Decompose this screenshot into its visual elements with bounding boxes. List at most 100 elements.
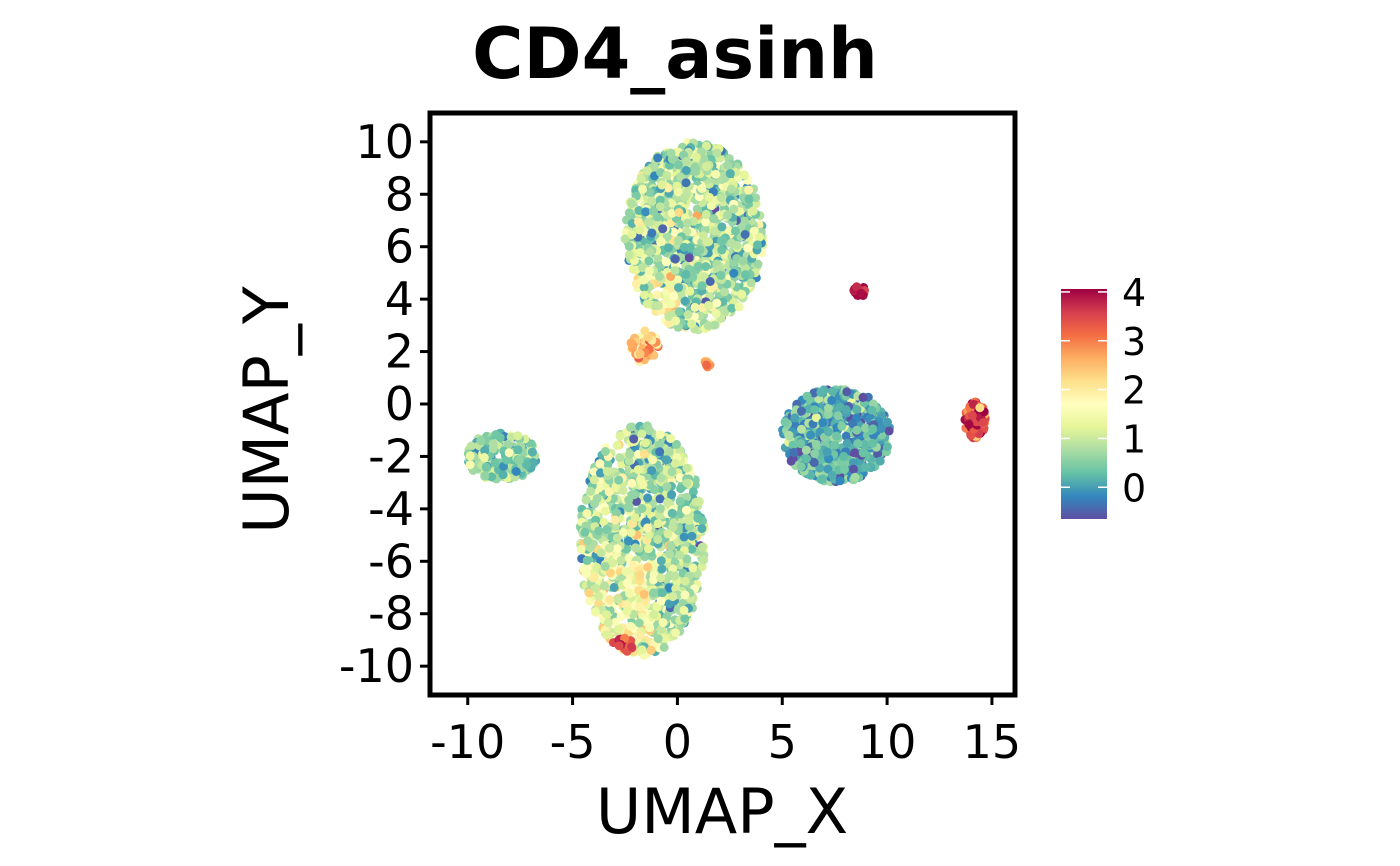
colorbar-tick-label: 4 bbox=[1122, 271, 1146, 315]
point-bottom-cluster bbox=[697, 542, 707, 552]
point-left-cluster bbox=[491, 430, 501, 439]
point-bottom-cluster bbox=[667, 490, 677, 500]
point-bottom-cluster bbox=[648, 455, 658, 465]
point-bottom-cluster bbox=[624, 503, 634, 513]
point-bottom-cluster bbox=[682, 492, 692, 502]
point-top-cluster bbox=[655, 271, 664, 281]
x-tick-label: 10 bbox=[858, 715, 917, 769]
point-right-middle-cluster bbox=[811, 439, 821, 449]
point-top-cluster bbox=[639, 282, 649, 292]
point-bridge-cluster bbox=[626, 338, 636, 348]
point-right-middle-cluster bbox=[842, 438, 852, 448]
point-bottom-cluster bbox=[603, 618, 613, 628]
point-bottom-cluster bbox=[635, 570, 645, 580]
point-bottom-cluster bbox=[644, 530, 654, 540]
point-bottom-cluster bbox=[676, 484, 686, 494]
point-bottom-cluster bbox=[628, 560, 638, 570]
point-bottom-cluster bbox=[675, 497, 685, 507]
point-left-cluster bbox=[527, 447, 537, 457]
point-top-cluster bbox=[690, 302, 700, 312]
point-bottom-cluster bbox=[576, 544, 586, 554]
point-bottom-cluster bbox=[600, 562, 610, 571]
point-bottom-cluster bbox=[664, 447, 674, 457]
point-bottom-cluster bbox=[622, 606, 632, 616]
point-far-right-cluster bbox=[964, 420, 974, 430]
point-top-cluster bbox=[753, 240, 762, 250]
point-bridge-cluster bbox=[635, 349, 645, 359]
point-top-cluster bbox=[667, 198, 677, 208]
point-top-cluster bbox=[723, 210, 732, 220]
point-right-middle-cluster bbox=[810, 405, 820, 415]
point-bottom-cluster bbox=[629, 490, 639, 500]
point-bottom-cluster bbox=[656, 473, 666, 483]
point-right-middle-cluster bbox=[830, 440, 840, 450]
point-bottom-cluster bbox=[671, 628, 680, 638]
point-bottom-cluster bbox=[675, 550, 685, 560]
point-top-cluster bbox=[647, 196, 657, 206]
chart-title: CD4_asinh bbox=[472, 13, 878, 95]
point-top-cluster bbox=[749, 226, 759, 236]
point-bottom-cluster bbox=[596, 468, 605, 478]
point-bottom-cluster bbox=[622, 578, 632, 588]
point-right-middle-cluster bbox=[816, 388, 826, 397]
point-bottom-cluster bbox=[655, 510, 665, 520]
x-tick-label: -10 bbox=[430, 715, 505, 769]
point-bottom-cluster bbox=[653, 634, 663, 644]
point-top-cluster bbox=[717, 245, 727, 255]
point-bottom-cluster bbox=[680, 614, 690, 623]
y-axis-label: UMAP_Y bbox=[230, 286, 303, 534]
point-right-middle-cluster bbox=[815, 463, 825, 473]
point-top-cluster bbox=[753, 259, 763, 269]
point-left-cluster bbox=[479, 453, 489, 462]
point-top-cluster bbox=[734, 302, 744, 312]
point-left-cluster bbox=[480, 446, 490, 456]
point-top-cluster bbox=[682, 156, 692, 166]
point-bottom-cluster bbox=[637, 503, 647, 513]
point-bottom-cluster bbox=[581, 495, 591, 505]
point-right-middle-cluster bbox=[841, 431, 851, 441]
point-top-cluster bbox=[634, 217, 643, 227]
point-left-cluster bbox=[503, 440, 513, 450]
point-top-cluster bbox=[664, 312, 674, 322]
point-left-cluster bbox=[511, 467, 521, 476]
point-bottom-cluster bbox=[611, 522, 621, 532]
point-top-cluster bbox=[670, 266, 680, 276]
point-bottom-cluster bbox=[699, 555, 709, 565]
point-right-middle-cluster bbox=[810, 449, 820, 459]
point-far-right-cluster bbox=[975, 403, 985, 413]
point-bottom-cluster bbox=[639, 589, 649, 599]
point-bottom-cluster bbox=[667, 467, 677, 477]
point-bottom-cluster bbox=[627, 478, 637, 488]
point-top-cluster bbox=[690, 162, 700, 172]
point-right-middle-cluster bbox=[858, 393, 868, 402]
point-top-cluster bbox=[709, 214, 719, 224]
point-top-cluster bbox=[691, 152, 701, 162]
point-top-cluster bbox=[657, 180, 667, 190]
point-top-cluster bbox=[705, 277, 715, 286]
point-bottom-cluster bbox=[624, 456, 634, 466]
point-left-cluster bbox=[466, 441, 476, 451]
point-top-cluster bbox=[669, 291, 679, 301]
colorbar-tick-label: 1 bbox=[1122, 417, 1146, 461]
point-bottom-cluster bbox=[588, 573, 598, 583]
point-left-cluster bbox=[514, 455, 524, 465]
point-right-middle-cluster bbox=[861, 462, 871, 472]
point-bottom-cluster bbox=[679, 532, 689, 542]
point-left-cluster bbox=[488, 439, 498, 449]
point-bottom-cluster bbox=[608, 558, 618, 568]
point-top-cluster bbox=[699, 154, 709, 164]
point-bottom-cluster bbox=[680, 590, 690, 600]
point-top-cluster bbox=[724, 226, 734, 235]
point-bottom-cluster bbox=[625, 449, 635, 459]
y-tick-label: 4 bbox=[385, 272, 414, 326]
point-bottom-cluster bbox=[592, 494, 602, 503]
point-top-cluster bbox=[701, 217, 710, 227]
point-top-cluster bbox=[642, 166, 652, 176]
point-bottom-cluster bbox=[688, 563, 698, 573]
point-bottom-cluster bbox=[612, 533, 622, 543]
point-right-middle-cluster bbox=[790, 413, 800, 423]
point-right-middle-cluster bbox=[841, 405, 851, 415]
point-top-cluster bbox=[666, 148, 676, 158]
